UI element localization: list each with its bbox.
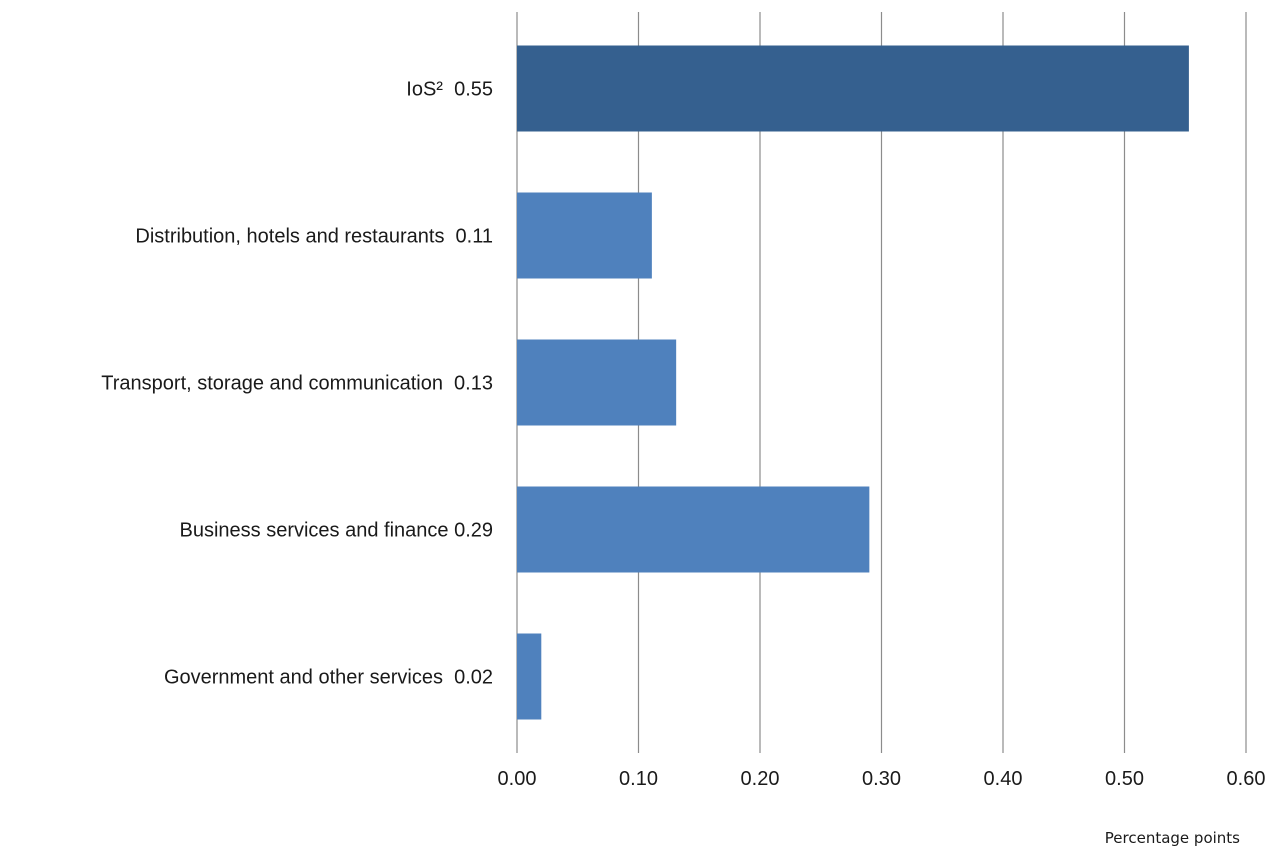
- category-label: Transport, storage and communication 0.1…: [101, 373, 493, 395]
- x-tick-label: 0.10: [619, 768, 658, 790]
- bar: [517, 339, 677, 426]
- bar: [517, 192, 652, 279]
- x-tick-label: 0.60: [1227, 768, 1266, 790]
- x-tick-label: 0.40: [984, 768, 1023, 790]
- category-label: Business services and finance 0.29: [179, 520, 493, 542]
- gridlines: [516, 12, 1247, 753]
- category-labels: IoS² 0.55 Distribution, hotels and restau…: [101, 79, 493, 689]
- category-label: Distribution, hotels and restaurants 0.1…: [135, 226, 493, 248]
- category-label: Government and other services 0.02: [164, 667, 493, 689]
- bar: [517, 633, 542, 720]
- bar: [517, 486, 870, 573]
- x-axis-title: Percentage points: [1105, 829, 1240, 847]
- x-tick-labels: 0.00 0.10 0.20 0.30 0.40 0.50 0.60: [498, 768, 1266, 790]
- bars: [517, 45, 1189, 720]
- category-label: IoS² 0.55: [406, 79, 493, 101]
- x-tick-label: 0.50: [1105, 768, 1144, 790]
- x-tick-label: 0.00: [498, 768, 537, 790]
- x-tick-label: 0.30: [862, 768, 901, 790]
- x-tick-label: 0.20: [741, 768, 780, 790]
- bar: [517, 45, 1189, 132]
